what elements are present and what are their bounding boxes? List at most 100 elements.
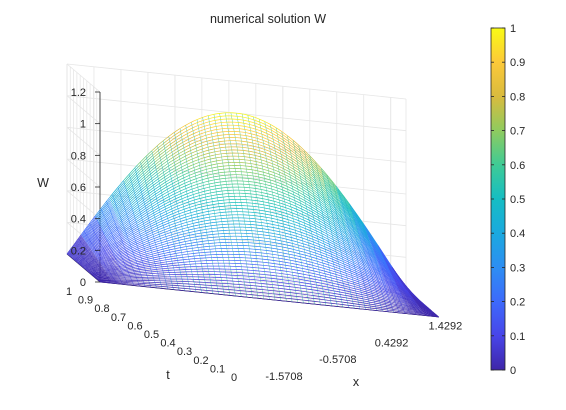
surface-t-line bbox=[379, 268, 395, 280]
surface-t-line bbox=[104, 222, 119, 236]
surface-t-line bbox=[162, 257, 178, 261]
surface-t-line bbox=[134, 206, 149, 217]
surface-t-line bbox=[315, 193, 331, 206]
surface-t-line bbox=[156, 161, 171, 173]
surface-t-line bbox=[146, 251, 161, 257]
surface-t-line bbox=[66, 234, 82, 255]
surface-t-line bbox=[358, 232, 373, 248]
surface-t-line bbox=[332, 217, 348, 230]
surface-t-line bbox=[147, 194, 163, 205]
surface-t-line bbox=[397, 287, 413, 298]
surface-t-line bbox=[348, 282, 363, 288]
surface-t-line bbox=[193, 190, 208, 195]
surface-t-line bbox=[404, 301, 419, 307]
surface-t-line bbox=[285, 167, 301, 177]
surface-t-line bbox=[175, 248, 190, 252]
surface-t-line bbox=[188, 164, 203, 171]
surface-t-line bbox=[128, 185, 144, 199]
surface-t-line bbox=[150, 206, 166, 216]
surface-t-line bbox=[363, 248, 378, 262]
surface-t-line bbox=[261, 252, 276, 256]
surface-t-line bbox=[109, 237, 125, 248]
surface-t-line bbox=[125, 232, 140, 241]
surface-t-line bbox=[170, 152, 186, 162]
surface-t-line bbox=[239, 131, 254, 135]
surface-t-line bbox=[272, 166, 288, 174]
surface-t-line bbox=[185, 149, 200, 157]
surface-t-line bbox=[310, 294, 325, 298]
surface-t-line bbox=[124, 170, 140, 187]
surface-t-line bbox=[410, 313, 425, 316]
surface-t-line bbox=[302, 189, 318, 200]
surface-t-line bbox=[312, 181, 328, 195]
surface-t-line bbox=[308, 216, 323, 226]
surface-t-line bbox=[153, 148, 169, 161]
surface-t-line bbox=[356, 265, 372, 275]
surface-t-line bbox=[228, 149, 244, 151]
surface-t-line bbox=[269, 148, 284, 157]
surface-t-line bbox=[335, 187, 351, 207]
surface-t-line bbox=[250, 269, 265, 272]
surface-t-line bbox=[309, 225, 325, 233]
surface-t-line bbox=[357, 230, 373, 247]
surface-t-line bbox=[244, 159, 259, 163]
surface-t-line bbox=[172, 161, 187, 170]
surface-t-line bbox=[218, 171, 233, 174]
surface-t-line bbox=[402, 296, 417, 304]
surface-t-line bbox=[191, 254, 206, 257]
surface-t-line bbox=[289, 256, 304, 261]
surface-t-line bbox=[152, 215, 168, 224]
surface-t-line bbox=[145, 247, 160, 253]
surface-t-line bbox=[201, 236, 217, 239]
surface-t-line bbox=[215, 152, 230, 156]
surface-t-line bbox=[257, 233, 273, 237]
surface-t-line bbox=[157, 236, 173, 242]
surface-t-line bbox=[259, 168, 275, 174]
surface-t-line bbox=[324, 234, 340, 244]
surface-t-line bbox=[351, 247, 367, 258]
surface-t-line bbox=[249, 184, 264, 188]
surface-t-line bbox=[99, 281, 114, 283]
surface-t-line bbox=[240, 293, 255, 296]
surface-t-line bbox=[173, 240, 188, 245]
surface-t-line bbox=[124, 168, 139, 185]
surface-t-line bbox=[380, 271, 396, 283]
surface-t-line bbox=[98, 251, 113, 261]
surface-t-line bbox=[119, 263, 135, 269]
surface-t-line bbox=[403, 298, 418, 306]
surface-t-line bbox=[297, 228, 312, 235]
surface-t-line bbox=[71, 241, 87, 259]
surface-t-line bbox=[259, 240, 274, 243]
surface-t-line bbox=[224, 283, 240, 285]
surface-t-line bbox=[210, 125, 225, 129]
surface-t-line bbox=[116, 203, 131, 218]
surface-t-line bbox=[301, 251, 317, 257]
surface-t-line bbox=[112, 244, 128, 254]
surface-t-line bbox=[362, 286, 377, 292]
surface-t-line bbox=[147, 192, 162, 203]
surface-t-line bbox=[238, 202, 253, 204]
surface-t-line bbox=[135, 266, 150, 270]
surface-t-line bbox=[211, 211, 226, 215]
surface-t-line bbox=[87, 229, 103, 245]
z-tick-label: 0.6 bbox=[71, 182, 86, 194]
surface-t-line bbox=[184, 143, 199, 151]
surface-t-line bbox=[196, 207, 211, 212]
surface-t-line bbox=[262, 258, 277, 262]
surface-t-line bbox=[139, 157, 154, 172]
surface-t-line bbox=[112, 281, 128, 283]
surface-t-line bbox=[402, 297, 418, 305]
surface-t-line bbox=[364, 294, 379, 300]
surface-t-line bbox=[82, 219, 98, 238]
surface-t-line bbox=[175, 174, 190, 183]
surface-t-line bbox=[288, 253, 304, 258]
surface-t-line bbox=[358, 234, 374, 250]
surface-t-line bbox=[405, 303, 421, 309]
surface-t-line bbox=[160, 246, 175, 251]
surface-t-line bbox=[168, 144, 184, 155]
surface-t-line bbox=[130, 248, 145, 255]
surface-t-line bbox=[244, 239, 260, 241]
surface-t-line bbox=[310, 230, 326, 239]
surface-t-line bbox=[400, 293, 416, 302]
surface-t-line bbox=[324, 184, 340, 201]
